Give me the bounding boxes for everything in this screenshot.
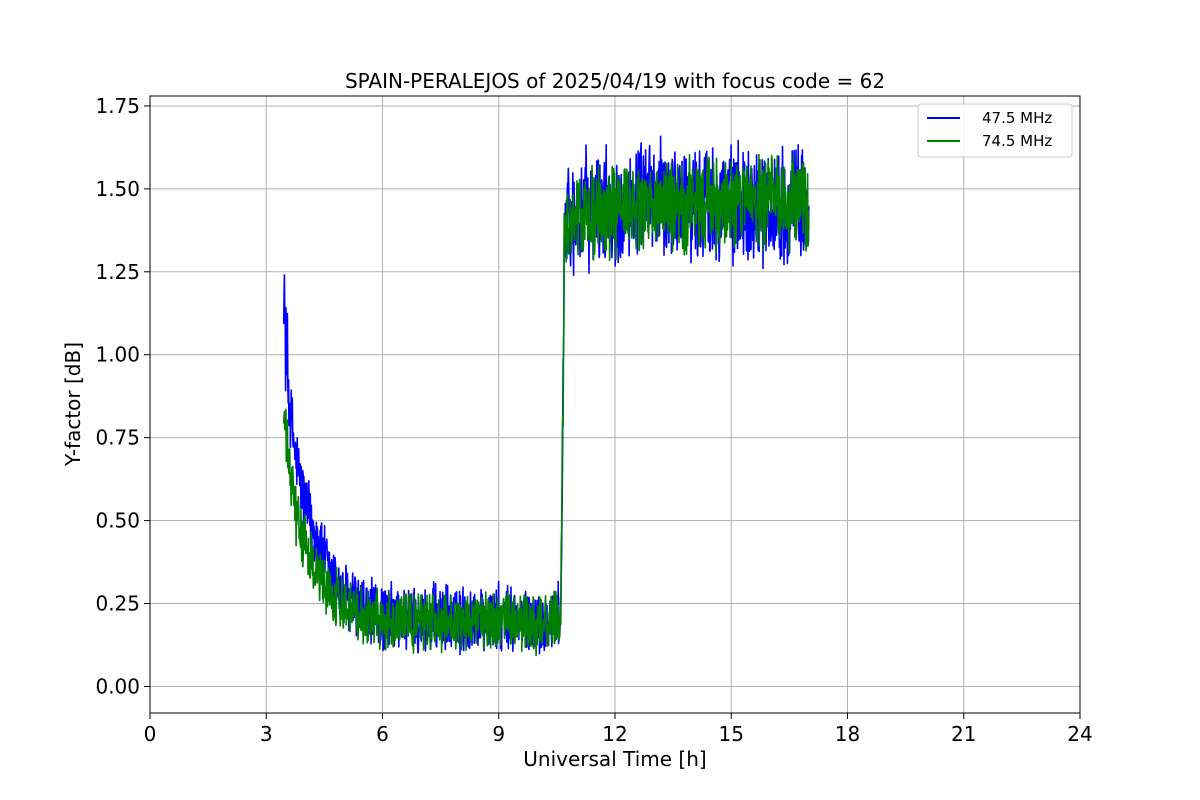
x-tick-label: 24 xyxy=(1067,722,1092,746)
legend-label-47-5-mhz: 47.5 MHz xyxy=(982,109,1052,127)
x-tick-label: 6 xyxy=(376,722,389,746)
y-tick-label: 1.50 xyxy=(95,177,140,201)
x-tick-label: 0 xyxy=(144,722,157,746)
x-tick-label: 3 xyxy=(260,722,273,746)
series-layer xyxy=(282,135,810,657)
y-tick-label: 1.25 xyxy=(95,260,140,284)
y-axis-label: Y-factor [dB] xyxy=(61,342,85,467)
y-tick-label: 0.25 xyxy=(95,592,140,616)
x-tick-label: 9 xyxy=(492,722,505,746)
y-tick-label: 0.75 xyxy=(95,426,140,450)
y-tick-label: 1.75 xyxy=(95,94,140,118)
x-axis-label: Universal Time [h] xyxy=(523,747,706,771)
x-tick-label: 21 xyxy=(951,722,976,746)
series-line-74-5-mhz xyxy=(282,153,810,657)
legend: 47.5 MHz 74.5 MHz xyxy=(917,103,1073,158)
x-tick-label: 18 xyxy=(835,722,860,746)
x-tick-label: 12 xyxy=(602,722,627,746)
x-tick-label: 15 xyxy=(719,722,744,746)
y-tick-label: 1.00 xyxy=(95,343,140,367)
y-tick-label: 0.50 xyxy=(95,509,140,533)
legend-label-74-5-mhz: 74.5 MHz xyxy=(982,132,1052,150)
y-tick-label: 0.00 xyxy=(95,674,140,698)
y-axis-ticks: 0.00 0.25 0.50 0.75 1.00 1.25 1.50 1.75 xyxy=(95,94,150,698)
x-axis-ticks: 0 3 6 9 12 15 18 21 24 xyxy=(144,713,1093,746)
chart-title: SPAIN-PERALEJOS of 2025/04/19 with focus… xyxy=(345,69,885,93)
